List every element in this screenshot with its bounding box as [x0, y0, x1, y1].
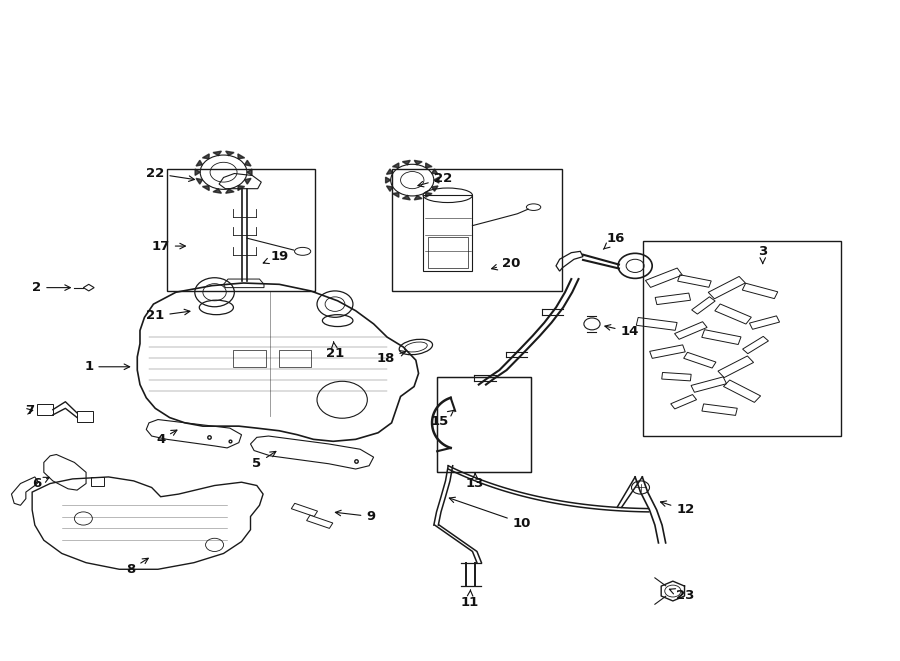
Text: 16: 16 — [603, 231, 625, 249]
Polygon shape — [196, 161, 202, 166]
Polygon shape — [432, 169, 438, 175]
Polygon shape — [245, 161, 251, 166]
Polygon shape — [238, 154, 245, 159]
Text: 23: 23 — [670, 589, 695, 602]
Polygon shape — [213, 189, 221, 193]
Polygon shape — [226, 151, 234, 155]
Text: 11: 11 — [461, 590, 479, 609]
Polygon shape — [226, 189, 234, 193]
Polygon shape — [434, 177, 439, 183]
Bar — [166, 169, 315, 291]
Polygon shape — [414, 196, 422, 200]
Text: 9: 9 — [336, 510, 375, 523]
Polygon shape — [432, 186, 438, 191]
Text: 8: 8 — [126, 559, 148, 576]
Polygon shape — [426, 163, 432, 168]
Polygon shape — [414, 161, 422, 165]
Bar — [423, 195, 473, 271]
Polygon shape — [385, 177, 391, 183]
Polygon shape — [426, 192, 432, 197]
Text: 22: 22 — [418, 173, 452, 187]
Text: 12: 12 — [661, 501, 695, 516]
Text: 13: 13 — [466, 473, 484, 490]
Polygon shape — [292, 503, 318, 516]
Polygon shape — [392, 163, 399, 168]
Polygon shape — [386, 169, 392, 175]
Polygon shape — [402, 196, 410, 200]
Bar — [392, 169, 562, 291]
Polygon shape — [307, 515, 333, 528]
Polygon shape — [245, 178, 251, 184]
Text: 21: 21 — [326, 342, 344, 360]
Polygon shape — [238, 186, 245, 190]
Text: 5: 5 — [252, 451, 276, 470]
Bar — [436, 377, 531, 473]
Bar — [428, 237, 468, 268]
Polygon shape — [195, 169, 200, 175]
Text: 3: 3 — [758, 245, 768, 264]
Text: 15: 15 — [430, 410, 454, 428]
Polygon shape — [392, 192, 399, 197]
Text: 22: 22 — [146, 167, 194, 181]
Polygon shape — [213, 151, 221, 155]
Text: 21: 21 — [146, 309, 190, 323]
Text: 6: 6 — [32, 477, 50, 490]
Polygon shape — [202, 186, 209, 190]
Text: 10: 10 — [449, 497, 531, 529]
Text: 17: 17 — [151, 239, 185, 253]
Bar — [436, 377, 531, 473]
Text: 1: 1 — [85, 360, 130, 373]
Text: 2: 2 — [32, 281, 70, 294]
Bar — [644, 241, 841, 436]
Text: 14: 14 — [605, 325, 639, 338]
Text: 4: 4 — [156, 430, 177, 446]
Polygon shape — [402, 161, 410, 165]
Polygon shape — [386, 186, 392, 191]
Polygon shape — [202, 154, 209, 159]
Text: 20: 20 — [491, 256, 520, 270]
Text: 18: 18 — [376, 350, 406, 365]
Polygon shape — [247, 169, 252, 175]
Text: 7: 7 — [25, 405, 34, 418]
Polygon shape — [196, 178, 202, 184]
Text: 19: 19 — [263, 250, 288, 264]
